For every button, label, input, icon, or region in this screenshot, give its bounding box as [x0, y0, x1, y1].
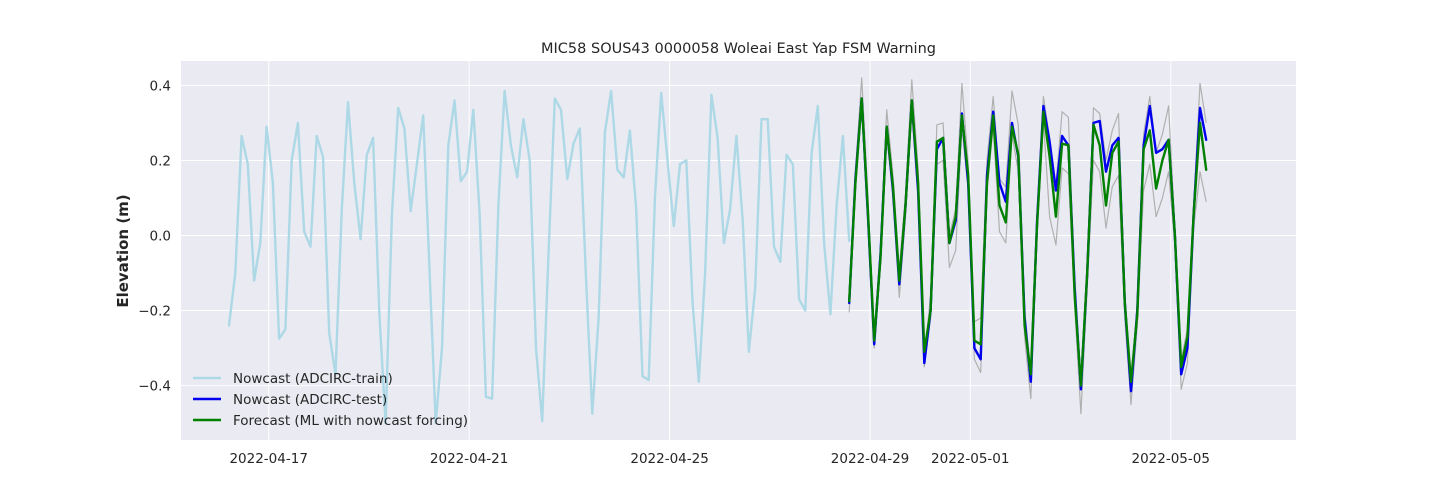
legend-label-train: Nowcast (ADCIRC-train) — [233, 371, 393, 387]
series-line-forecast — [848, 97, 1208, 387]
x-tick-label: 2022-04-17 — [229, 451, 307, 467]
series-line-train — [227, 89, 851, 425]
x-tick-label: 2022-04-25 — [630, 451, 708, 467]
plot-area-background — [181, 61, 1296, 440]
y-axis-label: Elevation (m) — [114, 194, 132, 307]
y-tick-label: 0.4 — [150, 78, 171, 94]
legend-label-forecast: Forecast (ML with nowcast forcing) — [233, 413, 468, 429]
y-tick-label: 0.2 — [150, 153, 171, 169]
chart-title: MIC58 SOUS43 0000058 Woleai East Yap FSM… — [541, 41, 936, 57]
x-tick-label: 2022-05-05 — [1131, 451, 1209, 467]
y-tick-label: −0.2 — [138, 304, 171, 320]
legend-label-test: Nowcast (ADCIRC-test) — [233, 392, 387, 408]
y-tick-label: −0.4 — [138, 379, 171, 395]
x-tick-label: 2022-05-01 — [931, 451, 1009, 467]
legend: Nowcast (ADCIRC-train) Nowcast (ADCIRC-te… — [193, 371, 468, 429]
x-tick-label: 2022-04-21 — [430, 451, 508, 467]
x-tick-label: 2022-04-29 — [831, 451, 909, 467]
x-axis-ticks: 2022-04-17 2022-04-21 2022-04-25 2022-04-29… — [229, 451, 1209, 467]
y-tick-label: 0.0 — [150, 228, 171, 244]
data-series — [227, 89, 1208, 425]
y-axis-ticks: −0.4 −0.2 0.0 0.2 0.4 — [138, 78, 171, 394]
